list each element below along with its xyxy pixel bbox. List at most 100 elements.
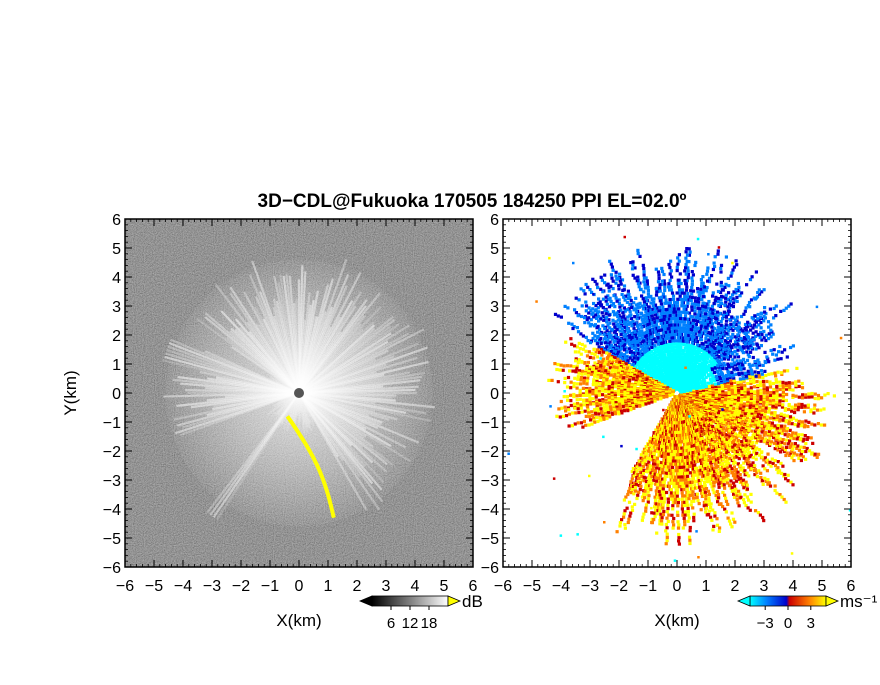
velocity-echo-cell	[565, 414, 568, 417]
velocity-echo-cell	[585, 283, 588, 286]
velocity-echo-cell	[642, 513, 645, 516]
velocity-echo-cell	[760, 312, 763, 315]
velocity-echo-cell	[642, 307, 645, 310]
velocity-echo-cell	[645, 453, 648, 456]
velocity-echo-cell	[647, 289, 650, 292]
velocity-echo-cell	[572, 395, 575, 398]
velocity-echo-cell	[694, 261, 697, 264]
velocity-echo-cell	[580, 407, 583, 410]
velocity-echo-cell	[617, 393, 620, 396]
velocity-echo-cell	[647, 501, 650, 504]
velocity-echo-cell	[603, 274, 606, 277]
velocity-echo-cell	[694, 329, 697, 332]
velocity-echo-cell	[605, 378, 608, 381]
velocity-echo-cell	[665, 517, 668, 520]
velocity-echo-cell	[615, 360, 618, 363]
velocity-echo-cell	[727, 284, 730, 287]
power-y-tick-label: 2	[112, 328, 121, 345]
velocity-echo-cell	[663, 302, 666, 305]
velocity-echo-cell	[690, 276, 693, 279]
velocity-echo-cell	[668, 298, 671, 301]
velocity-echo-cell	[691, 302, 694, 305]
velocity-echo-cell	[735, 296, 738, 299]
velocity-echo-cell	[592, 383, 595, 386]
velocity-echo-cell	[624, 299, 627, 302]
velocity-echo-cell	[633, 315, 636, 318]
velocity-echo-cell	[555, 415, 558, 418]
velocity-echo-cell	[583, 316, 586, 319]
velocity-echo-cell	[750, 298, 753, 301]
velocity-echo-cell	[656, 316, 659, 319]
velocity-echo-cell	[580, 421, 583, 424]
velocity-echo-cell	[613, 356, 616, 359]
velocity-echo-cell	[647, 402, 650, 405]
velocity-echo-cell	[557, 380, 560, 383]
velocity-echo-cell	[687, 276, 690, 279]
velocity-echo-cell	[643, 496, 646, 499]
velocity-echo-cell	[581, 304, 584, 307]
velocity-echo-cell	[601, 389, 604, 392]
velocity-echo-cell	[592, 402, 595, 405]
velocity-echo-cell	[582, 400, 585, 403]
velocity-echo-cell	[714, 320, 717, 323]
velocity-echo-cell	[643, 300, 646, 303]
velocity-echo-cell	[647, 497, 650, 500]
velocity-echo-cell	[598, 351, 601, 354]
velocity-echo-cell	[677, 536, 680, 539]
velocity-echo-cell	[733, 321, 736, 324]
velocity-echo-cell	[577, 411, 580, 414]
velocity-echo-cell	[585, 394, 588, 397]
velocity-echo-cell	[574, 370, 577, 373]
velocity-echo-cell	[637, 252, 640, 255]
velocity-echo-cell	[749, 278, 752, 281]
velocity-echo-cell	[579, 382, 582, 385]
power-y-tick-label: −3	[103, 473, 121, 490]
velocity-echo-cell	[573, 407, 576, 410]
velocity-echo-cell	[685, 324, 688, 327]
velocity-echo-cell	[661, 468, 664, 471]
velocity-echo-cell	[713, 265, 716, 268]
velocity-echo-cell	[635, 465, 638, 468]
velocity-echo-cell	[631, 505, 634, 508]
velocity-echo-cell	[681, 292, 684, 295]
velocity-echo-cell	[616, 300, 619, 303]
velocity-echo-cell	[671, 504, 674, 507]
velocity-echo-cell	[569, 337, 572, 340]
power-x-tick-label: −4	[174, 578, 192, 595]
velocity-echo-cell	[694, 296, 697, 299]
velocity-echo-cell	[730, 275, 733, 278]
velocity-echo-cell	[578, 342, 581, 345]
velocity-echo-cell	[585, 309, 588, 312]
velocity-echo-cell	[631, 267, 634, 270]
velocity-echo-cell	[689, 315, 692, 318]
velocity-echo-cell	[676, 495, 679, 498]
velocity-echo-cell	[579, 398, 582, 401]
velocity-echo-cell	[658, 277, 661, 280]
velocity-echo-cell	[631, 488, 634, 491]
velocity-echo-cell	[706, 345, 709, 348]
velocity-echo-cell	[591, 332, 594, 335]
velocity-echo-cell	[685, 250, 688, 253]
velocity-echo-cell	[599, 288, 602, 291]
velocity-echo-cell	[727, 291, 730, 294]
velocity-echo-cell	[742, 313, 745, 316]
velocity-echo-cell	[655, 532, 658, 535]
velocity-echo-cell	[717, 249, 720, 252]
velocity-echo-cell	[602, 298, 605, 301]
velocity-echo-cell	[573, 344, 576, 347]
velocity-echo-cell	[735, 288, 738, 291]
velocity-echo-cell	[636, 494, 639, 497]
velocity-echo-cell	[660, 302, 663, 305]
velocity-echo-cell	[693, 313, 696, 316]
velocity-echo-cell	[628, 343, 631, 346]
velocity-echo-cell	[676, 256, 679, 259]
velocity-echo-cell	[601, 324, 604, 327]
velocity-echo-cell	[608, 381, 611, 384]
velocity-echo-cell	[642, 280, 645, 283]
velocity-echo-cell	[705, 273, 708, 276]
velocity-echo-cell	[779, 310, 782, 313]
velocity-echo-cell	[600, 411, 603, 414]
power-y-tick-label: −6	[103, 560, 121, 577]
velocity-echo-cell	[690, 309, 693, 312]
velocity-echo-cell	[678, 543, 681, 546]
